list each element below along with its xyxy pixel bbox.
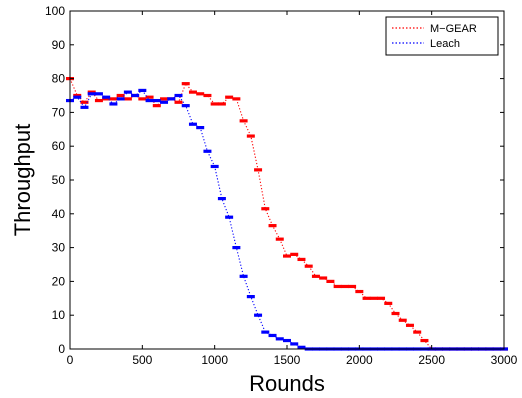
- y-tick-label: 80: [52, 72, 66, 86]
- y-tick-label: 30: [52, 241, 66, 255]
- legend: M−GEAR Leach: [385, 16, 499, 56]
- series-leach: [66, 88, 508, 351]
- y-tick-label: 0: [58, 342, 65, 356]
- ticks-layer: 0 500 1000 1500 2000 2500 3000 0 10 20 30 40 50 60 70 8…: [45, 4, 518, 367]
- x-tick-label: 2000: [346, 353, 373, 367]
- series-m-gear: [66, 76, 508, 351]
- series-line-leach: [69, 89, 504, 350]
- x-tick-label: 1500: [274, 353, 301, 367]
- plot-frame: [69, 10, 505, 350]
- y-axis-title: Throughput: [10, 124, 35, 237]
- legend-box: [385, 16, 499, 56]
- y-tick-label: 100: [45, 4, 65, 18]
- legend-label-m-gear: M−GEAR: [430, 23, 477, 35]
- y-tick-label: 40: [52, 207, 66, 221]
- y-tick-label: 70: [52, 105, 66, 119]
- series-layer: [66, 76, 508, 351]
- series-line-m-gear: [69, 78, 504, 350]
- x-tick-label: 3000: [491, 353, 518, 367]
- y-tick-label: 60: [52, 139, 66, 153]
- x-tick-label: 0: [67, 353, 74, 367]
- x-tick-label: 1000: [201, 353, 228, 367]
- legend-label-leach: Leach: [430, 38, 460, 50]
- y-tick-label: 50: [52, 173, 66, 187]
- y-tick-label: 10: [52, 308, 66, 322]
- y-tick-label: 90: [52, 38, 66, 52]
- x-tick-label: 2500: [418, 353, 445, 367]
- y-tick-label: 20: [52, 274, 66, 288]
- x-tick-label: 500: [132, 353, 152, 367]
- x-axis-title: Rounds: [249, 371, 325, 396]
